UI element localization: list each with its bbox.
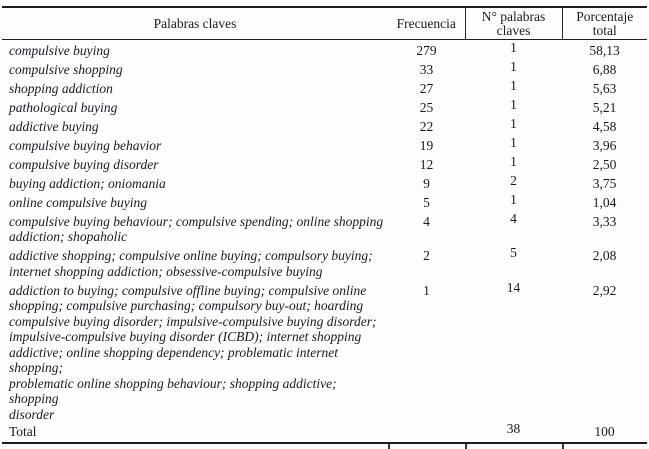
keywords-cell: addiction to buying; compulsive offline … xyxy=(9,282,377,422)
frequency-cell: 1 xyxy=(423,282,430,298)
keywords-cell: shopping addiction xyxy=(9,80,113,96)
percentage-cell: 5,21 xyxy=(592,99,617,115)
keywords-cell: online compulsive buying xyxy=(9,194,147,210)
table-row: addictive buying 22 1 4,58 xyxy=(2,116,647,135)
percentage-cell: 1,04 xyxy=(592,194,617,210)
n-keywords-cell: 4 xyxy=(510,210,517,226)
n-keywords-cell: 1 xyxy=(510,77,517,93)
frequency-cell: 279 xyxy=(416,42,437,58)
keywords-cell: compulsive buying disorder xyxy=(9,156,159,172)
total-frequency-cell xyxy=(388,423,465,444)
n-keywords-cell: 1 xyxy=(510,191,517,207)
header-frecuencia: Frecuencia xyxy=(388,6,465,40)
table-row: addiction to buying; compulsive offline … xyxy=(2,280,647,423)
keywords-cell: buying addiction; oniomania xyxy=(9,175,166,191)
percentage-cell: 2,92 xyxy=(592,282,617,298)
percentage-cell: 58,13 xyxy=(589,42,620,58)
frequency-cell: 9 xyxy=(423,175,430,191)
percentage-cell: 2,50 xyxy=(592,156,617,172)
table-row: compulsive buying behaviour; compulsive … xyxy=(2,211,647,246)
n-keywords-cell: 14 xyxy=(506,279,521,295)
n-keywords-cell: 1 xyxy=(510,58,517,74)
keywords-cell: compulsive shopping xyxy=(9,61,123,77)
table-row: online compulsive buying 5 1 1,04 xyxy=(2,192,647,211)
keywords-cell: compulsive buying xyxy=(9,42,110,58)
total-label: Total xyxy=(2,423,388,444)
header-palabras-claves: Palabras claves xyxy=(2,6,388,40)
table-row: compulsive buying 279 1 58,13 xyxy=(2,40,647,60)
column-boundary-tick xyxy=(562,443,564,449)
frequency-cell: 2 xyxy=(423,248,430,263)
n-keywords-cell: 2 xyxy=(510,172,517,188)
keywords-frequency-table-wrapper: Palabras claves Frecuencia N° palabras c… xyxy=(2,6,647,449)
table-row: compulsive buying disorder 12 1 2,50 xyxy=(2,154,647,173)
keywords-cell: addictive buying xyxy=(9,118,99,134)
percentage-cell: 3,33 xyxy=(592,213,617,229)
frequency-cell: 27 xyxy=(419,80,434,96)
column-boundary-tick xyxy=(388,443,390,449)
frequency-cell: 12 xyxy=(419,156,434,172)
n-keywords-cell: 1 xyxy=(510,115,517,131)
table-row: pathological buying 25 1 5,21 xyxy=(2,97,647,116)
keywords-cell: compulsive buying behaviour; compulsive … xyxy=(9,213,384,245)
table-body: compulsive buying 279 1 58,13 compulsive… xyxy=(2,40,647,424)
page: Palabras claves Frecuencia N° palabras c… xyxy=(2,6,647,449)
table-row: shopping addiction 27 1 5,63 xyxy=(2,78,647,97)
frequency-cell: 22 xyxy=(419,118,434,134)
n-keywords-cell: 1 xyxy=(510,134,517,150)
frequency-cell: 5 xyxy=(423,194,430,210)
total-row: Total 38 100 xyxy=(2,421,647,444)
n-keywords-cell: 1 xyxy=(510,96,517,112)
percentage-cell: 2,08 xyxy=(592,248,617,263)
frequency-cell: 25 xyxy=(419,99,434,115)
keywords-cell: compulsive buying behavior xyxy=(9,137,162,153)
percentage-cell: 5,63 xyxy=(592,80,617,96)
keywords-frequency-table: Palabras claves Frecuencia N° palabras c… xyxy=(2,6,647,444)
keywords-cell: addictive shopping; compulsive online bu… xyxy=(9,248,373,279)
frequency-cell: 19 xyxy=(419,137,434,153)
n-keywords-cell: 5 xyxy=(510,245,517,260)
percentage-cell: 3,96 xyxy=(592,137,617,153)
total-percentage-cell: 100 xyxy=(562,423,647,444)
n-keywords-cell: 1 xyxy=(510,153,517,169)
table-row: addictive shopping; compulsive online bu… xyxy=(2,245,647,281)
frequency-cell: 4 xyxy=(423,213,430,229)
total-n-keywords-cell: 38 xyxy=(465,421,562,444)
header-porcentaje-total: Porcentaje total xyxy=(561,6,647,40)
header-n-palabras-claves: N° palabras claves xyxy=(464,6,562,40)
percentage-cell: 6,88 xyxy=(592,61,617,77)
percentage-cell: 3,75 xyxy=(592,175,617,191)
n-keywords-cell: 1 xyxy=(510,39,517,55)
table-footer: Total 38 100 xyxy=(2,421,647,444)
percentage-cell: 4,58 xyxy=(592,118,617,134)
table-row: buying addiction; oniomania 9 2 3,75 xyxy=(2,173,647,192)
header-row: Palabras claves Frecuencia N° palabras c… xyxy=(2,6,647,40)
table-header: Palabras claves Frecuencia N° palabras c… xyxy=(2,6,647,40)
table-row: compulsive buying behavior 19 1 3,96 xyxy=(2,135,647,154)
column-boundary-tick xyxy=(465,443,467,449)
frequency-cell: 33 xyxy=(419,61,434,77)
table-row: compulsive shopping 33 1 6,88 xyxy=(2,59,647,78)
keywords-cell: pathological buying xyxy=(9,99,118,115)
